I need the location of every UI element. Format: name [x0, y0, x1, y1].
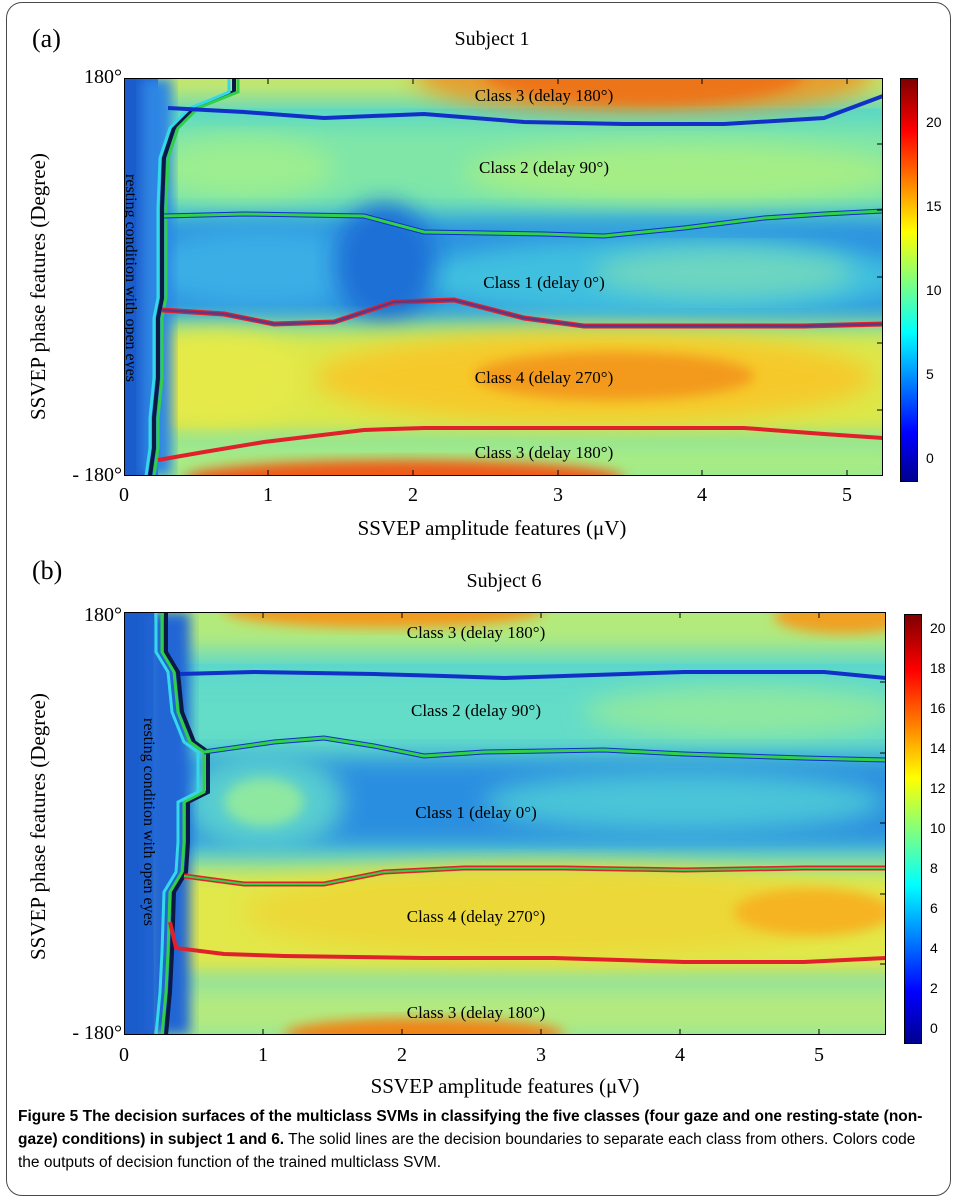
panel-b-xtick: 3 [536, 1044, 546, 1066]
panel-b-cbtick: 10 [930, 820, 946, 836]
panel-a-cbtick: 10 [926, 282, 942, 298]
panel-a-heatmap: Class 3 (delay 180°) Class 2 (delay 90°)… [124, 78, 883, 476]
panel-b-title: Subject 6 [466, 570, 542, 592]
panel-a-class-label: Class 1 (delay 0°) [483, 273, 605, 292]
panel-b-ybottom-label: - 180° [72, 1022, 122, 1044]
panel-b-cbtick: 16 [930, 700, 946, 716]
panel-b-cbtick: 4 [930, 940, 938, 956]
panel-b-ylabel: SSVEP phase features (Degree) [26, 693, 50, 960]
panel-a-ylabel: SSVEP phase features (Degree) [26, 153, 50, 420]
panel-a-cbtick: 0 [926, 450, 934, 466]
panel-letter-a: (a) [32, 24, 61, 53]
panel-b-cbtick: 14 [930, 740, 946, 756]
panel-a-class-label: Class 2 (delay 90°) [479, 158, 609, 177]
panel-b-class-label: Class 4 (delay 270°) [407, 907, 546, 926]
panel-b-xtick: 4 [675, 1044, 685, 1066]
panel-a-class-label: Class 3 (delay 180°) [475, 443, 614, 462]
panel-a-colorbar [900, 78, 918, 482]
panel-b-xtick: 0 [119, 1044, 129, 1066]
panel-a-resting-label: resting condition with open eyes [124, 174, 139, 382]
panel-a-xtick: 4 [697, 484, 707, 506]
panel-a-ybottom-label: - 180° [72, 464, 122, 486]
panel-b-cbtick: 6 [930, 900, 938, 916]
panel-a-xlabel: SSVEP amplitude features (μV) [357, 516, 627, 540]
panel-a-title: Subject 1 [454, 28, 530, 50]
panel-a-xtick: 3 [553, 484, 563, 506]
panel-b-cbtick: 18 [930, 660, 946, 676]
panel-b-xlabel: SSVEP amplitude features (μV) [370, 1074, 640, 1098]
panel-b-resting-label: resting condition with open eyes [140, 718, 157, 926]
panel-letter-b: (b) [32, 556, 63, 585]
panel-a-xtick: 1 [263, 484, 273, 506]
panel-b-cbtick: 8 [930, 860, 938, 876]
panel-b-cbtick: 2 [930, 980, 938, 996]
panel-a-xtick: 5 [842, 484, 852, 506]
panel-a-cbtick: 20 [926, 114, 942, 130]
caption-body: The solid lines are the decision boundar… [18, 1131, 916, 1171]
panel-b-class-label: Class 2 (delay 90°) [411, 701, 541, 720]
panel-a-class-label: Class 3 (delay 180°) [475, 86, 614, 105]
panel-a-cbtick: 5 [926, 366, 934, 382]
panel-b-class-label: Class 3 (delay 180°) [407, 623, 546, 642]
panel-b-cbtick: 20 [930, 620, 946, 636]
panel-b-class-label: Class 1 (delay 0°) [415, 803, 537, 822]
figure-caption: Figure 5 The decision surfaces of the mu… [18, 1105, 940, 1174]
panel-b-class-label: Class 3 (delay 180°) [407, 1003, 546, 1022]
panel-a-xtick: 0 [119, 484, 129, 506]
caption-title: Figure 5 The decision surfaces of the mu… [18, 1108, 923, 1148]
panel-b-heatmap: Class 3 (delay 180°) Class 2 (delay 90°)… [124, 612, 886, 1035]
panel-a-xtick: 2 [408, 484, 418, 506]
panel-b-cbtick: 12 [930, 780, 946, 796]
panel-b-xtick: 2 [397, 1044, 407, 1066]
figure-frame [6, 2, 951, 1196]
panel-a-ytop-label: 180° [84, 66, 122, 88]
panel-b-cbtick: 0 [930, 1020, 938, 1036]
panel-a-cbtick: 15 [926, 198, 942, 214]
panel-b-colorbar [904, 614, 922, 1044]
panel-a-class-label: Class 4 (delay 270°) [475, 368, 614, 387]
panel-b-ytop-label: 180° [84, 604, 122, 626]
panel-b-xtick: 5 [814, 1044, 824, 1066]
panel-b-xtick: 1 [258, 1044, 268, 1066]
